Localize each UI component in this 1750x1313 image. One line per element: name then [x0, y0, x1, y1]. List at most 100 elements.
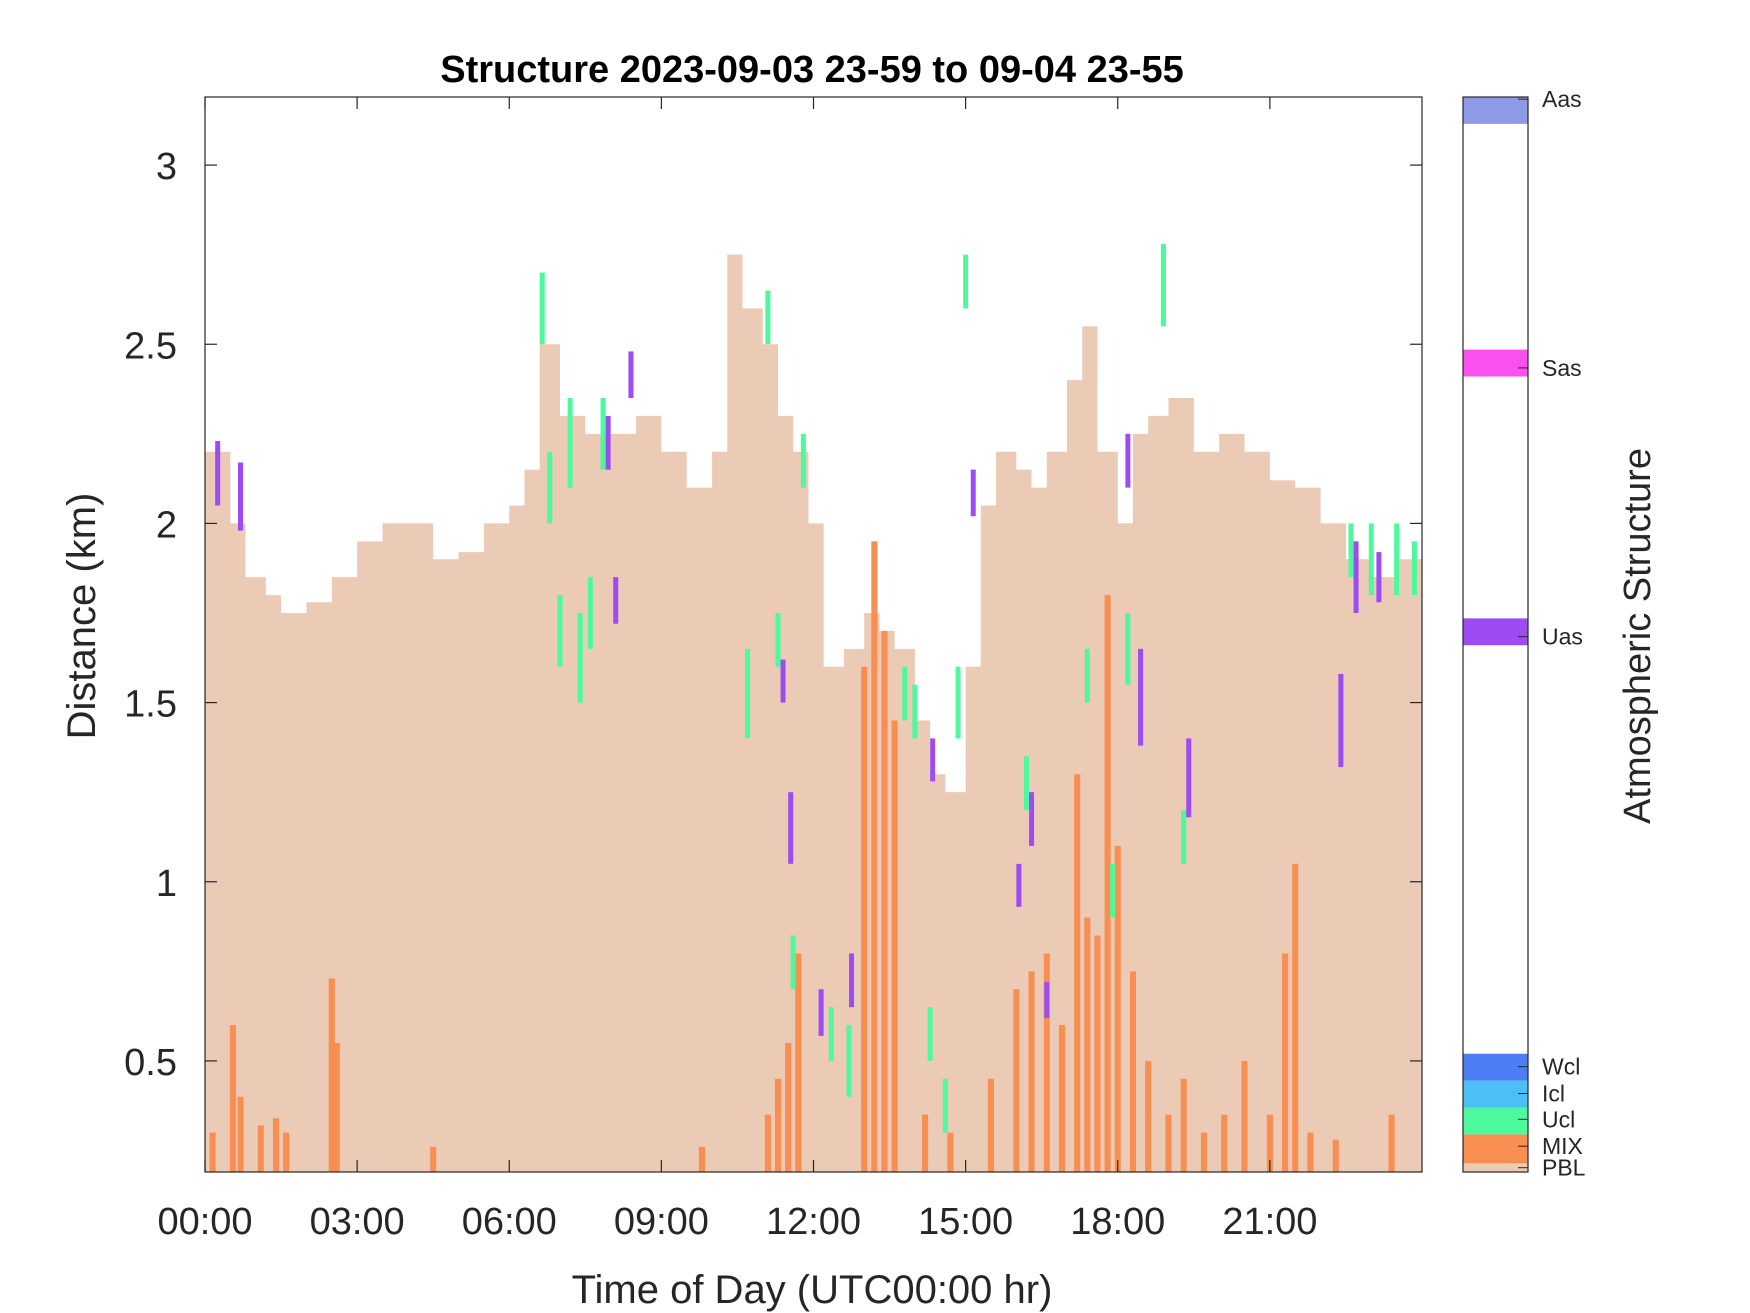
uas-segment [1029, 792, 1035, 846]
mix-bar [774, 1078, 782, 1172]
colorbar-tick-label: Wcl [1542, 1054, 1580, 1080]
x-tick-label: 03:00 [310, 1201, 405, 1243]
ucl-segment [745, 648, 751, 739]
ucl-segment [587, 577, 593, 649]
ucl-segment [1181, 810, 1187, 864]
x-tick-label: 18:00 [1070, 1201, 1165, 1243]
ucl-segment [963, 254, 969, 309]
ucl-segment [846, 1025, 852, 1097]
uas-segment [1016, 863, 1022, 907]
y-tick-label: 1 [156, 863, 177, 905]
mix-bar [1114, 845, 1121, 1172]
ucl-segment [1110, 863, 1116, 918]
ucl-segment [828, 1007, 834, 1061]
ucl-segment [600, 398, 606, 470]
mix-bar [881, 630, 888, 1172]
mix-bar [795, 953, 802, 1172]
x-tick-label: 15:00 [918, 1201, 1013, 1243]
uas-segment [1044, 982, 1050, 1018]
ucl-segment [912, 684, 918, 739]
mix-bar [698, 1146, 705, 1172]
colorbar-swatch-ucl [1463, 1107, 1528, 1135]
mix-bar [1292, 863, 1299, 1172]
mix-bar [861, 666, 868, 1172]
mix-bar [1307, 1132, 1314, 1172]
mix-bar [871, 541, 878, 1172]
uas-segment [215, 441, 221, 506]
mix-bar [1084, 917, 1091, 1172]
mix-bar [229, 1025, 236, 1172]
x-tick-label: 00:00 [157, 1201, 252, 1243]
colorbar-tick-label: Ucl [1542, 1106, 1575, 1132]
ucl-segment [942, 1078, 948, 1133]
ucl-segment [577, 613, 583, 703]
mix-bar [1074, 774, 1081, 1172]
colorbar-frame [1462, 96, 1529, 1173]
mix-bar [257, 1125, 264, 1172]
ucl-segment [1084, 648, 1090, 703]
x-tick-label: 21:00 [1222, 1201, 1317, 1243]
uas-segment [628, 351, 634, 398]
y-axis-label: Distance (km) [60, 493, 104, 740]
mix-bar [785, 1043, 792, 1172]
mix-bar [1129, 971, 1137, 1172]
uas-segment [970, 469, 976, 517]
uas-segment [1186, 738, 1192, 818]
mix-bar [1094, 935, 1101, 1172]
colorbar-tick-label: MIX [1542, 1133, 1583, 1159]
ucl-segment [765, 290, 771, 345]
uas-segment [237, 462, 243, 531]
mix-bar [209, 1132, 216, 1172]
ucl-segment [1023, 756, 1029, 811]
ucl-segment [800, 433, 806, 488]
uas-segment [818, 989, 824, 1036]
y-tick-label: 3 [156, 146, 177, 188]
colorbar-swatch-aas [1463, 97, 1528, 124]
ucl-segment [547, 451, 553, 524]
x-tick-label: 12:00 [766, 1201, 861, 1243]
mix-bar [237, 1096, 244, 1172]
mix-bar [1028, 971, 1035, 1172]
mix-bar [1180, 1078, 1187, 1172]
uas-segment [788, 792, 794, 864]
ucl-segment [1411, 541, 1417, 596]
mix-bar [1104, 595, 1111, 1172]
mix-bar [891, 720, 898, 1172]
mix-bar [1200, 1132, 1207, 1172]
x-tick-label: 09:00 [614, 1201, 709, 1243]
x-tick-label: 06:00 [462, 1201, 557, 1243]
uas-segment [849, 953, 855, 1008]
ucl-segment [1348, 523, 1354, 578]
plot-area [205, 97, 1422, 1172]
ucl-segment [539, 272, 545, 345]
x-axis-label: Time of Day (UTC00:00 hr) [572, 1268, 1053, 1312]
uas-segment [1376, 552, 1382, 603]
mix-bar [1332, 1139, 1339, 1172]
mix-bar [1165, 1114, 1172, 1172]
mix-bar [1013, 989, 1020, 1172]
colorbar-tick-label: PBL [1542, 1155, 1586, 1181]
uas-segment [605, 415, 611, 470]
colorbar-swatch-wcl [1463, 1053, 1528, 1081]
mix-bar [283, 1132, 290, 1172]
uas-segment [1125, 433, 1131, 488]
mix-bar [1221, 1114, 1228, 1172]
colorbar-tick-label: Aas [1542, 86, 1582, 112]
ucl-segment [902, 666, 908, 721]
mix-bar [1266, 1114, 1273, 1172]
uas-segment [1338, 673, 1344, 768]
y-tick-label: 2 [156, 504, 177, 546]
mix-bar [947, 1132, 954, 1172]
uas-segment [930, 738, 936, 782]
colorbar-tick-label: Sas [1542, 355, 1582, 381]
ucl-segment [775, 613, 781, 667]
ucl-segment [927, 1007, 933, 1061]
ucl-segment [955, 666, 961, 739]
mix-bar [272, 1118, 280, 1172]
mix-bar [328, 978, 335, 1172]
colorbar-swatch-icl [1463, 1080, 1528, 1108]
y-tick-label: 0.5 [124, 1042, 177, 1084]
y-tick-label: 2.5 [124, 325, 177, 367]
